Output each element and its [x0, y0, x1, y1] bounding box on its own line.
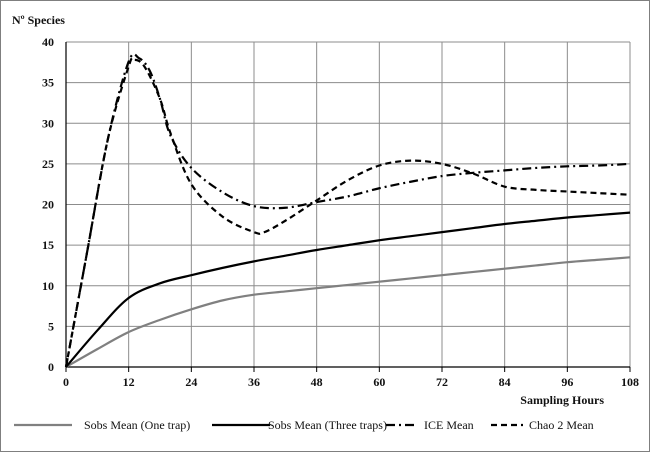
x-tick-label: 24 [185, 375, 197, 389]
legend-label-2: Sobs Mean (Three traps) [268, 418, 387, 432]
x-tick-label: 36 [248, 375, 260, 389]
series-line-2 [65, 211, 631, 368]
y-tick-label: 25 [42, 157, 54, 171]
x-tick-label: 12 [123, 375, 135, 389]
x-tick-label: 48 [311, 375, 323, 389]
tick-labels: 0 5 10 15 20 25 30 35 40 0 12 24 36 48 60 72 84 96 108 [42, 35, 639, 389]
x-tick-label: 0 [63, 375, 69, 389]
y-tick-label: 40 [42, 35, 54, 49]
legend: Sobs Mean (One trap) Sobs Mean (Three tra… [14, 418, 594, 432]
x-tick-label: 108 [621, 375, 639, 389]
series-line-4 [64, 57, 631, 368]
x-tick-label: 72 [436, 375, 448, 389]
x-tick-label: 96 [561, 375, 573, 389]
y-tick-label: 20 [42, 198, 54, 212]
series-line-1 [65, 256, 631, 368]
legend-label-3: ICE Mean [424, 418, 474, 432]
legend-label-1: Sobs Mean (One trap) [84, 418, 190, 432]
grid [65, 41, 631, 368]
y-tick-label: 10 [42, 279, 54, 293]
y-tick-label: 35 [42, 76, 54, 90]
y-tick-label: 5 [48, 319, 54, 333]
x-axis-title: Sampling Hours [520, 393, 604, 407]
legend-label-4: Chao 2 Mean [529, 418, 594, 432]
y-axis-title: Nº Species [12, 13, 65, 27]
series-lines [64, 53, 631, 368]
y-tick-label: 0 [48, 360, 54, 374]
axes [65, 42, 631, 372]
x-tick-label: 60 [373, 375, 385, 389]
series-line-3 [64, 53, 631, 368]
x-tick-label: 84 [499, 375, 511, 389]
y-tick-label: 30 [42, 116, 54, 130]
y-tick-label: 15 [42, 238, 54, 252]
